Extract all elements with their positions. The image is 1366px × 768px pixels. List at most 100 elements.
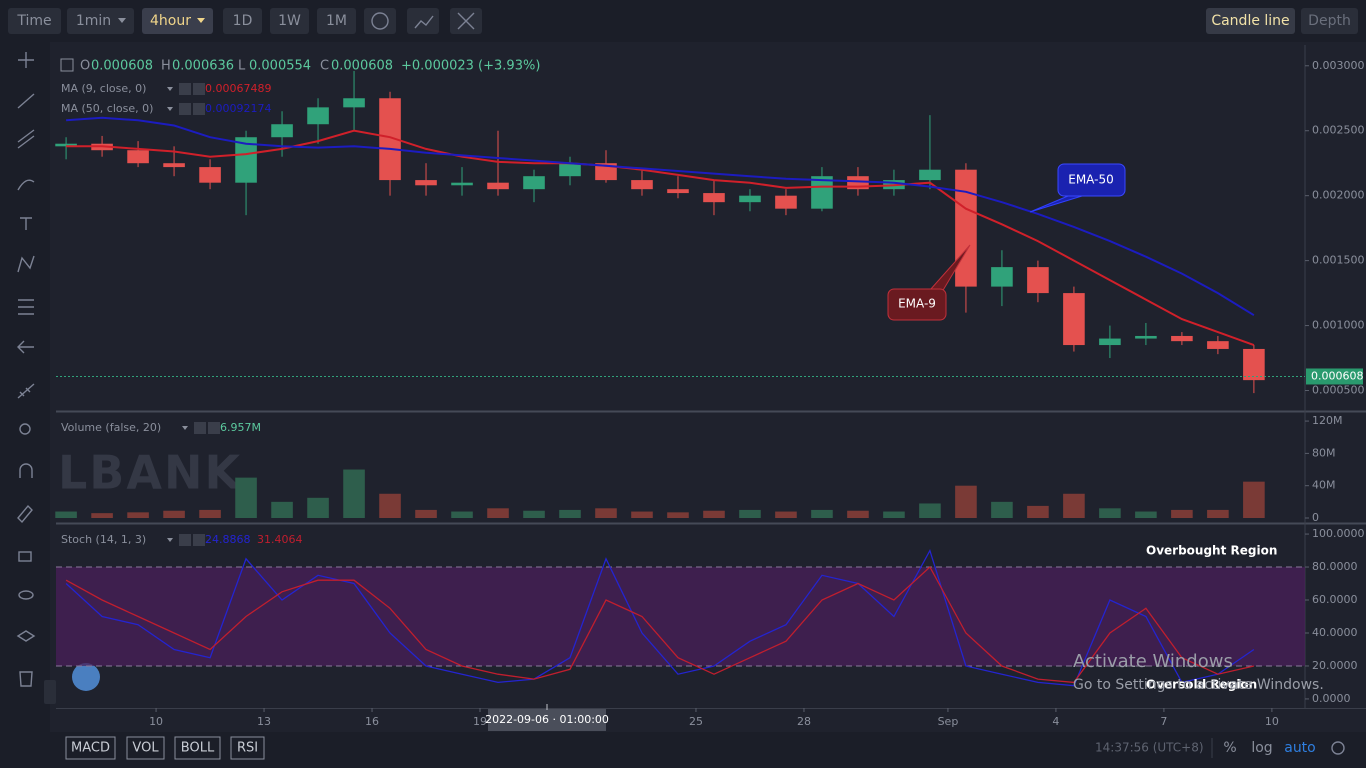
indicator-remove[interactable] <box>193 103 205 115</box>
volume-bar <box>127 512 149 518</box>
toolbar-icon <box>371 12 389 30</box>
volume-bar <box>235 477 257 518</box>
toolbar-button-label: 1M <box>326 13 347 29</box>
visibility-tool[interactable] <box>18 590 34 600</box>
annotation-label: EMA-9 <box>898 297 936 311</box>
candle-body <box>235 137 257 183</box>
clock: 14:37:56 (UTC+8) <box>1095 741 1204 755</box>
indicator-value: 6.957M <box>220 421 261 434</box>
volume-bar <box>775 511 797 518</box>
volume-bar <box>379 493 401 518</box>
candle-body <box>523 176 545 190</box>
indicator-menu-arrow[interactable] <box>182 426 188 430</box>
indicator-settings[interactable] <box>179 534 191 546</box>
toolbar-button[interactable] <box>270 8 309 34</box>
indicator-settings[interactable] <box>179 103 191 115</box>
indicator-name: MA (9, close, 0) <box>61 82 146 95</box>
fib-tool[interactable] <box>18 299 34 315</box>
layers-tool[interactable] <box>16 630 36 642</box>
toolbar-button-label: 4hour <box>150 13 191 29</box>
zoom-tool[interactable] <box>19 423 31 435</box>
delete-tool[interactable] <box>19 671 33 687</box>
brush-tool[interactable] <box>17 179 35 191</box>
pattern-tool[interactable] <box>17 255 35 273</box>
candle-body <box>667 189 689 194</box>
toolbar-button[interactable] <box>8 8 61 34</box>
toolbar-button[interactable] <box>317 8 356 34</box>
pencil-tool[interactable] <box>17 504 33 524</box>
scale-option[interactable]: log <box>1251 740 1272 756</box>
crosshair-tool[interactable] <box>18 52 34 68</box>
x-tick-label: 13 <box>257 715 271 728</box>
indicator-remove[interactable] <box>208 422 220 434</box>
system-notice: Go to Settings to activate Windows. <box>1073 677 1324 693</box>
candle-body <box>307 107 329 125</box>
indicator-settings[interactable] <box>194 422 206 434</box>
indicator-menu-arrow[interactable] <box>167 87 173 91</box>
volume-bar <box>1135 511 1157 518</box>
volume-bar <box>271 501 293 518</box>
indicator-value: 0.00092174 <box>205 102 271 115</box>
indicator-button[interactable] <box>230 736 265 760</box>
y-tick-label: 40M <box>1312 479 1336 492</box>
watermark: LBANK <box>58 446 242 500</box>
ruler-tool[interactable] <box>17 383 35 399</box>
y-tick-label: 0.001500 <box>1312 254 1365 267</box>
line-tool[interactable] <box>17 93 35 109</box>
logo-badge <box>72 663 100 691</box>
y-tick-label: 80M <box>1312 446 1336 459</box>
dropdown-arrow <box>118 18 126 23</box>
magnet-tool[interactable] <box>19 463 33 478</box>
channel-tool[interactable] <box>17 129 35 149</box>
indicator-button[interactable] <box>65 736 116 760</box>
toolbar-button[interactable] <box>142 8 213 34</box>
y-tick-label: 60.0000 <box>1312 593 1358 606</box>
candle-body <box>55 143 77 147</box>
y-tick-label: 0.000500 <box>1312 384 1365 397</box>
y-tick-label: 80.0000 <box>1312 560 1358 573</box>
toolbar-button[interactable] <box>223 8 262 34</box>
region-label: Overbought Region <box>1146 544 1277 558</box>
ohlc-value: 0.000636 <box>172 59 234 74</box>
collapse-legend[interactable] <box>60 58 74 72</box>
x-tick-label: 16 <box>365 715 379 728</box>
indicator-menu-arrow[interactable] <box>167 107 173 111</box>
indicator-menu-arrow[interactable] <box>167 538 173 542</box>
indicator-remove[interactable] <box>193 534 205 546</box>
x-tick-label: 19 <box>473 715 487 728</box>
volume-bar <box>523 510 545 518</box>
y-tick-label: 20.0000 <box>1312 659 1358 672</box>
toolbar-button[interactable] <box>1301 8 1358 34</box>
toolbar-button[interactable] <box>67 8 134 34</box>
ohlc-key: L <box>238 59 246 74</box>
indicator-button[interactable] <box>174 736 221 760</box>
indicator-button[interactable] <box>126 736 165 760</box>
candle-body <box>379 98 401 181</box>
toolbar-icon-button[interactable] <box>407 8 439 34</box>
candle-body <box>775 195 797 209</box>
toolbar-icon <box>414 15 434 29</box>
collapse-toggle[interactable] <box>44 680 56 704</box>
candle-body <box>919 169 941 181</box>
settings-icon[interactable] <box>1331 741 1345 755</box>
candle-body <box>163 163 185 168</box>
indicator-name: MA (50, close, 0) <box>61 102 153 115</box>
text-tool[interactable] <box>20 217 32 230</box>
candle-body <box>631 180 653 190</box>
lock-tool[interactable] <box>18 551 32 562</box>
volume-bar <box>631 511 653 518</box>
crosshair-label-box <box>488 709 606 731</box>
ohlc-key: O <box>80 59 90 74</box>
back-tool[interactable] <box>17 340 34 354</box>
volume-bar <box>91 513 113 518</box>
indicator-settings[interactable] <box>179 83 191 95</box>
scale-option[interactable]: auto <box>1284 740 1316 756</box>
x-tick-label: 10 <box>149 715 163 728</box>
volume-bar <box>739 509 761 518</box>
stoch-line <box>65 548 1255 687</box>
indicator-remove[interactable] <box>193 83 205 95</box>
scale-option[interactable]: % <box>1223 740 1236 756</box>
toolbar-button[interactable] <box>1206 8 1295 34</box>
toolbar-icon-button[interactable] <box>364 8 396 34</box>
